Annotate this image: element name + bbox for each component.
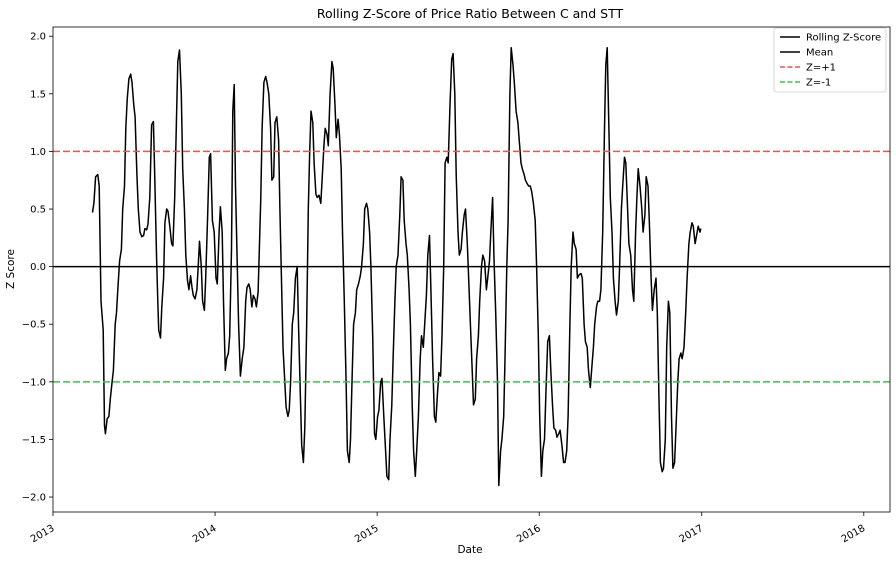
y-tick-label: 0.5 xyxy=(30,205,46,216)
y-tick-label: 1.0 xyxy=(30,147,46,158)
plot-area xyxy=(53,46,890,487)
legend-label: Z=-1 xyxy=(806,78,831,89)
legend-label: Rolling Z-Score xyxy=(806,33,881,44)
y-tick-label: −0.5 xyxy=(22,320,46,331)
y-axis-label: Z Score xyxy=(5,249,17,289)
y-tick-label: −1.0 xyxy=(22,377,46,388)
y-tick-label: −2.0 xyxy=(22,493,46,504)
y-tick-label: 1.5 xyxy=(30,89,46,100)
legend-box xyxy=(773,27,887,93)
legend-label: Mean xyxy=(806,48,833,59)
series-line-zscore xyxy=(91,46,702,487)
axes-frame xyxy=(52,26,891,513)
legend-label: Z=+1 xyxy=(806,63,836,74)
legend: Rolling Z-Score Mean Z=+1 Z=-1 xyxy=(773,27,887,93)
y-tick-label: 0.0 xyxy=(30,262,46,273)
x-axis-label: Date xyxy=(457,544,482,556)
y-tick-label: −1.5 xyxy=(22,435,46,446)
y-tick-label: 2.0 xyxy=(30,32,46,43)
chart-title: Rolling Z-Score of Price Ratio Between C… xyxy=(317,6,624,21)
